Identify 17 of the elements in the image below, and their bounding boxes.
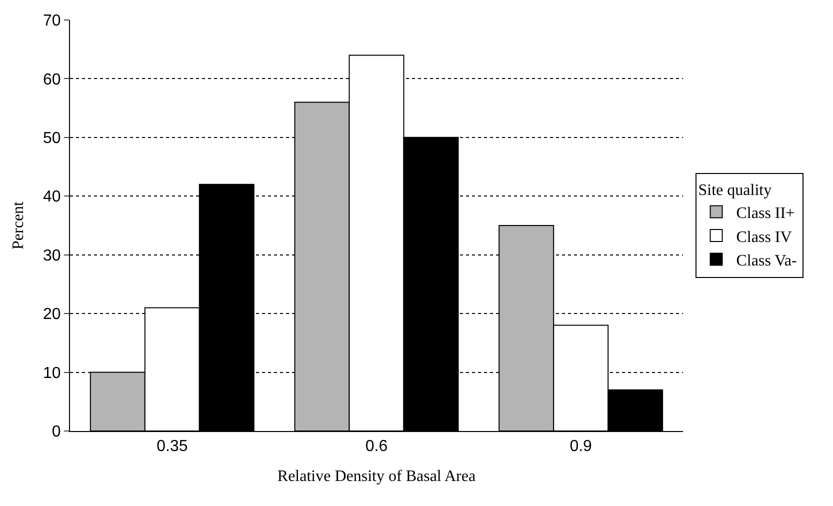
legend-label: Class IV — [736, 228, 792, 246]
x-tick-label: 0.6 — [365, 438, 388, 456]
y-tick-label: 60 — [43, 71, 61, 88]
x-tick-label: 0.35 — [156, 438, 188, 456]
legend-title: Site quality — [698, 182, 772, 199]
y-tick-label: 50 — [43, 130, 61, 148]
y-tick-label: 10 — [43, 364, 61, 382]
legend-label: Class Va- — [736, 252, 797, 270]
x-tick-label: 0.9 — [570, 438, 592, 456]
y-tick-label: 30 — [43, 247, 61, 264]
y-tick-label: 40 — [43, 188, 61, 206]
y-tick-label: 20 — [43, 306, 61, 324]
y-tick-label: 70 — [43, 12, 61, 30]
y-tick-label: 0 — [52, 424, 61, 441]
x-axis-title: Relative Density of Basal Area — [277, 468, 476, 485]
legend-label: Class II+ — [736, 204, 795, 222]
y-axis-title: Percent — [10, 200, 27, 250]
